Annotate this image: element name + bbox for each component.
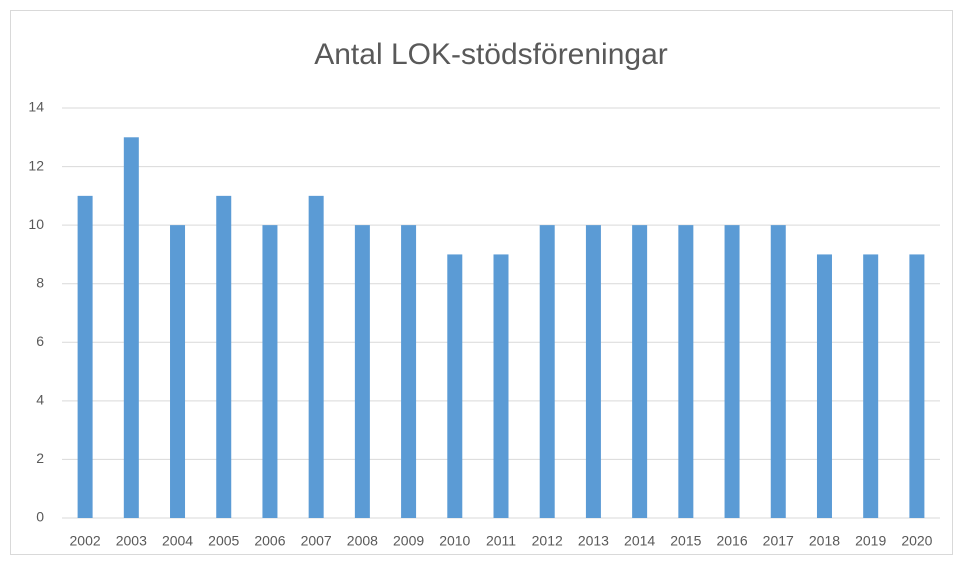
x-tick-label: 2015: [670, 533, 701, 549]
bar: [863, 254, 879, 518]
x-tick-label: 2007: [301, 533, 332, 549]
bar: [816, 254, 832, 518]
bar: [401, 225, 417, 518]
chart-border: [10, 10, 953, 555]
x-tick-label: 2017: [763, 533, 794, 549]
bar: [539, 225, 555, 518]
x-tick-label: 2004: [162, 533, 193, 549]
x-tick-label: 2013: [578, 533, 609, 549]
x-tick-label: 2005: [208, 533, 239, 549]
y-tick-label: 6: [36, 333, 44, 349]
y-tick-label: 14: [28, 99, 44, 115]
x-tick-label: 2014: [624, 533, 655, 549]
bar: [123, 137, 139, 519]
x-tick-label: 2020: [901, 533, 932, 549]
bar: [770, 225, 786, 518]
bar: [493, 254, 509, 518]
x-tick-label: 2019: [855, 533, 886, 549]
bar: [447, 254, 463, 518]
y-tick-label: 10: [28, 216, 44, 232]
x-tick-label: 2010: [439, 533, 470, 549]
bar: [308, 195, 324, 518]
bar: [678, 225, 694, 518]
x-tick-label: 2006: [254, 533, 285, 549]
x-tick-label: 2011: [486, 533, 516, 549]
bar: [909, 254, 925, 518]
bar: [585, 225, 601, 518]
x-tick-label: 2016: [716, 533, 747, 549]
y-tick-label: 8: [36, 274, 44, 290]
y-tick-label: 12: [28, 157, 44, 173]
chart-title: Antal LOK-stödsföreningar: [314, 38, 668, 71]
x-tick-label: 2003: [116, 533, 147, 549]
x-tick-label: 2008: [347, 533, 378, 549]
bar: [77, 195, 93, 518]
y-tick-label: 0: [36, 509, 44, 525]
bar: [216, 195, 232, 518]
y-tick-label: 2: [36, 450, 44, 466]
x-tick-label: 2018: [809, 533, 840, 549]
y-tick-label: 4: [36, 392, 44, 408]
x-tick-label: 2002: [70, 533, 101, 549]
bar: [354, 225, 370, 518]
x-tick-label: 2009: [393, 533, 424, 549]
bar: [724, 225, 740, 518]
x-tick-label: 2012: [532, 533, 563, 549]
bar: [262, 225, 278, 518]
bar: [632, 225, 648, 518]
bar: [170, 225, 186, 518]
